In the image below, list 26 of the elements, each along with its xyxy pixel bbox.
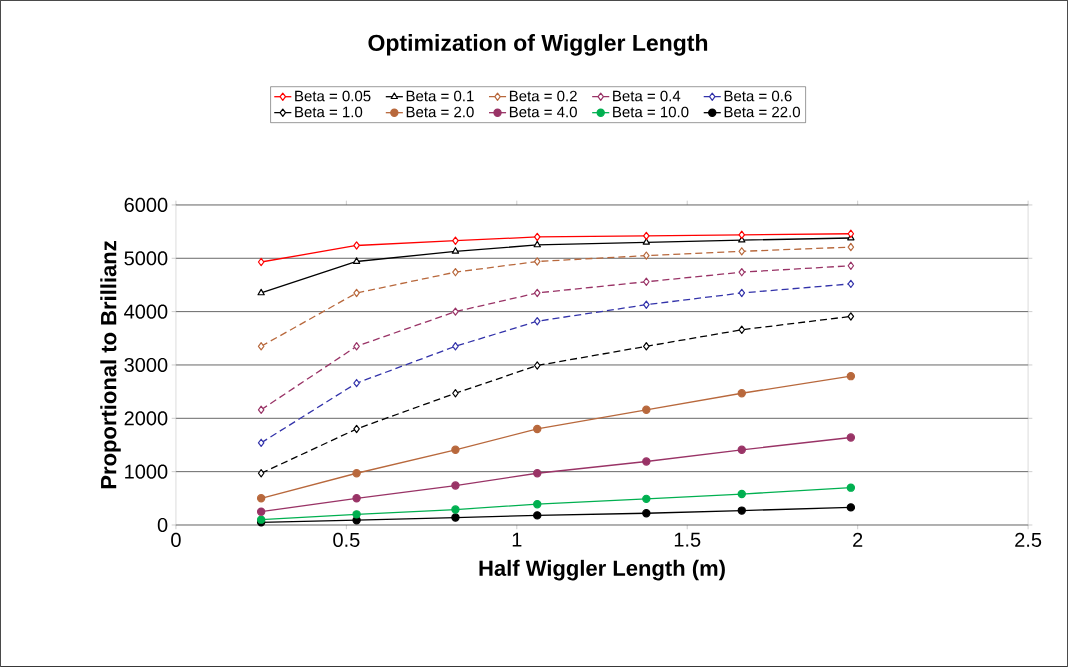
x-tick-label: 0: [171, 532, 181, 547]
legend-label: Beta = 2.0: [406, 106, 474, 118]
legend-label: Beta = 0.1: [406, 90, 474, 102]
y-tick-label: 2000: [124, 411, 168, 426]
y-tick-label: 5000: [124, 251, 168, 266]
x-axis-title: Half Wiggler Length (m): [479, 559, 725, 581]
y-tick-label: 4000: [124, 304, 168, 319]
legend-label: Beta = 0.4: [613, 90, 681, 102]
y-axis-title: Proportional to Brillianz: [100, 241, 121, 489]
y-tick-label: 6000: [124, 197, 168, 213]
x-tick-label: 1.5: [674, 532, 701, 547]
chart-title: Optimization of Wiggler Length: [368, 34, 708, 56]
legend-label: Beta = 0.6: [724, 90, 792, 102]
x-tick-label: 2: [853, 532, 863, 547]
legend-label: Beta = 0.2: [509, 90, 577, 102]
legend-label: Beta = 4.0: [509, 106, 577, 118]
x-tick-label: 2.5: [1015, 532, 1042, 547]
x-tick-label: 0.5: [333, 532, 360, 547]
y-tick-label: 0: [157, 517, 168, 533]
legend-label: Beta = 22.0: [724, 106, 800, 118]
x-tick-label: 1: [512, 532, 522, 547]
legend-label: Beta = 10.0: [613, 106, 689, 118]
legend-label: Beta = 1.0: [295, 106, 363, 118]
y-tick-label: 3000: [124, 357, 168, 373]
legend-label: Beta = 0.05: [295, 90, 371, 102]
y-tick-label: 1000: [125, 464, 168, 479]
